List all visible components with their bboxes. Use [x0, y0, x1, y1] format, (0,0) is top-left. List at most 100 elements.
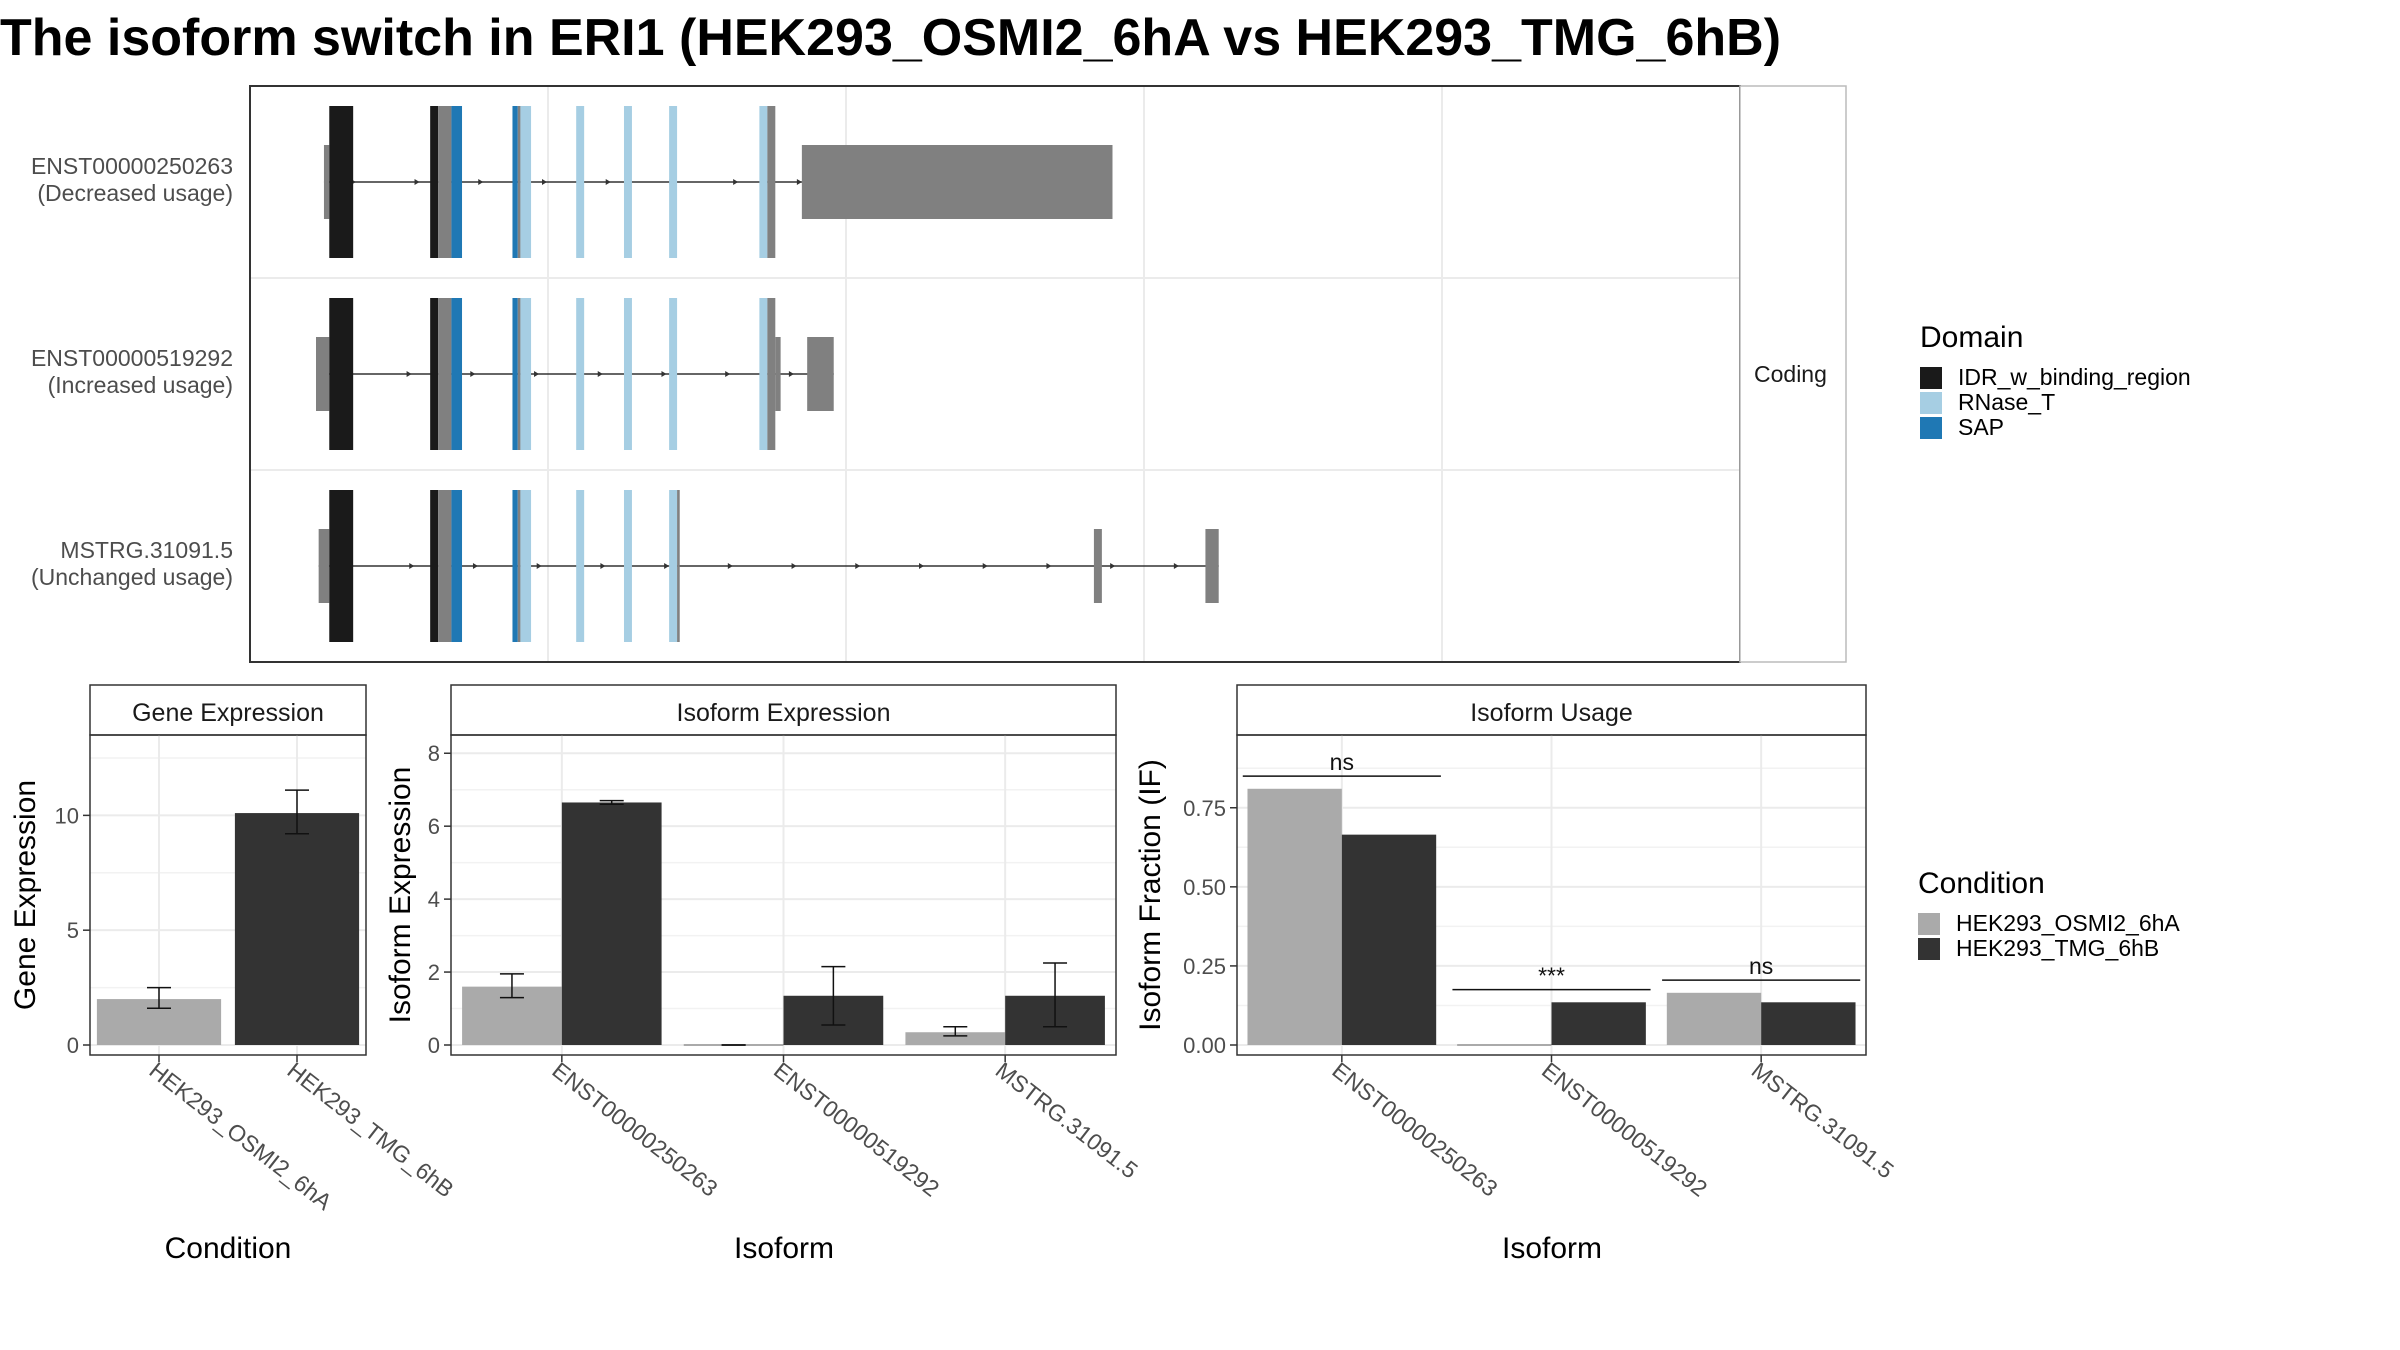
transcript-usage-label: (Decreased usage): [37, 180, 233, 206]
transcript-id-label: MSTRG.31091.5: [60, 537, 233, 563]
bar: [905, 1032, 1006, 1045]
x-axis-title: Condition: [165, 1232, 292, 1265]
direction-arrow: [478, 179, 484, 185]
domain-block: [677, 490, 680, 642]
domain-block: [451, 490, 463, 642]
y-axis-title: Gene Expression: [9, 780, 42, 1010]
y-tick-label: 5: [67, 918, 79, 943]
utr-block: [775, 337, 781, 411]
direction-arrow: [536, 563, 542, 569]
x-tick-label: MSTRG.31091.5: [991, 1057, 1143, 1184]
domain-block: [430, 298, 439, 450]
direction-arrow: [1110, 563, 1116, 569]
legend-swatch: [1918, 938, 1940, 960]
x-tick-label: ENST00000519292: [769, 1057, 944, 1202]
bar: [1341, 834, 1437, 1045]
domain-block: [451, 106, 463, 258]
legend-item-label: HEK293_OSMI2_6hA: [1956, 910, 2180, 936]
y-tick-label: 0.75: [1183, 796, 1226, 821]
domain-block: [623, 490, 632, 642]
bar: [1247, 788, 1342, 1045]
y-tick-label: 0: [428, 1033, 440, 1058]
y-tick-label: 0.50: [1183, 875, 1226, 900]
utr-block: [807, 337, 834, 411]
utr-block: [318, 529, 330, 603]
legend-item-label: HEK293_TMG_6hB: [1956, 935, 2159, 961]
panel-border: [89, 734, 367, 1056]
domain-block: [623, 106, 632, 258]
direction-arrow: [664, 563, 670, 569]
panel-title: Isoform Usage: [1470, 699, 1633, 727]
domain-block: [329, 490, 354, 642]
domain-block: [767, 298, 776, 450]
direction-arrow: [1173, 563, 1179, 569]
bar: [234, 813, 360, 1045]
legend-item-label: IDR_w_binding_region: [1958, 364, 2191, 390]
domain-block: [520, 298, 532, 450]
bar: [1457, 1044, 1552, 1046]
domain-block: [430, 490, 439, 642]
domain-block: [576, 490, 585, 642]
x-tick-label: ENST00000519292: [1537, 1057, 1712, 1202]
legend-swatch: [1918, 913, 1940, 935]
x-tick-label: ENST00000250263: [547, 1057, 722, 1202]
direction-arrow: [472, 563, 478, 569]
legend-swatch: [1920, 417, 1942, 439]
direction-arrow: [541, 179, 547, 185]
domain-block: [512, 106, 518, 258]
transcript-id-label: ENST00000250263: [31, 153, 233, 179]
direction-arrow: [733, 179, 739, 185]
domain-block: [512, 298, 518, 450]
x-axis-title: Isoform: [734, 1232, 834, 1265]
legend-title: Domain: [1920, 321, 2023, 354]
panel-strip: [89, 684, 367, 736]
direction-arrow: [855, 563, 861, 569]
direction-arrow: [534, 371, 540, 377]
panel-border: [450, 734, 1117, 1056]
domain-block: [520, 490, 532, 642]
direction-arrow: [727, 563, 733, 569]
domain-block: [451, 298, 463, 450]
page-title: The isoform switch in ERI1 (HEK293_OSMI2…: [0, 9, 1781, 67]
legend-title: Condition: [1918, 867, 2045, 900]
panel-title: Isoform Expression: [677, 699, 891, 727]
y-tick-label: 0: [67, 1033, 79, 1058]
domain-block: [512, 490, 518, 642]
bar: [1666, 992, 1762, 1045]
x-tick-label: MSTRG.31091.5: [1747, 1057, 1899, 1184]
domain-block: [669, 106, 678, 258]
direction-arrow: [597, 371, 603, 377]
domain-block: [517, 490, 521, 642]
domain-block: [623, 298, 632, 450]
utr-block: [1093, 529, 1102, 603]
panel-border: [1236, 734, 1867, 1056]
y-tick-label: 2: [428, 960, 440, 985]
facet-strip-label: Coding: [1754, 361, 1827, 387]
transcript-usage-label: (Increased usage): [48, 372, 233, 398]
domain-block: [669, 298, 678, 450]
isoform-expression-panel: Isoform Expression 0 2 4 6 8 ENST00000250263 EN…: [384, 684, 1143, 1265]
domain-block: [517, 298, 521, 450]
domain-block: [329, 106, 354, 258]
direction-arrow: [605, 179, 611, 185]
transcript-usage-label: (Unchanged usage): [31, 564, 233, 590]
y-axis-title: Isoform Fraction (IF): [1134, 759, 1167, 1031]
panel-strip: [450, 684, 1117, 736]
utr-block: [1205, 529, 1219, 603]
direction-arrow: [1046, 563, 1052, 569]
y-tick-label: 8: [428, 741, 440, 766]
legend-swatch: [1920, 392, 1942, 414]
y-tick-label: 10: [55, 803, 79, 828]
bar: [1551, 1002, 1646, 1045]
y-tick-label: 0.00: [1183, 1033, 1226, 1058]
direction-arrow: [470, 371, 476, 377]
panel-strip: [1236, 684, 1867, 736]
domain-block: [438, 106, 452, 258]
legend-swatch: [1920, 367, 1942, 389]
significance-label: ***: [1538, 963, 1565, 989]
utr-block: [801, 145, 1113, 219]
y-tick-label: 0.25: [1183, 954, 1226, 979]
direction-arrow: [661, 371, 667, 377]
